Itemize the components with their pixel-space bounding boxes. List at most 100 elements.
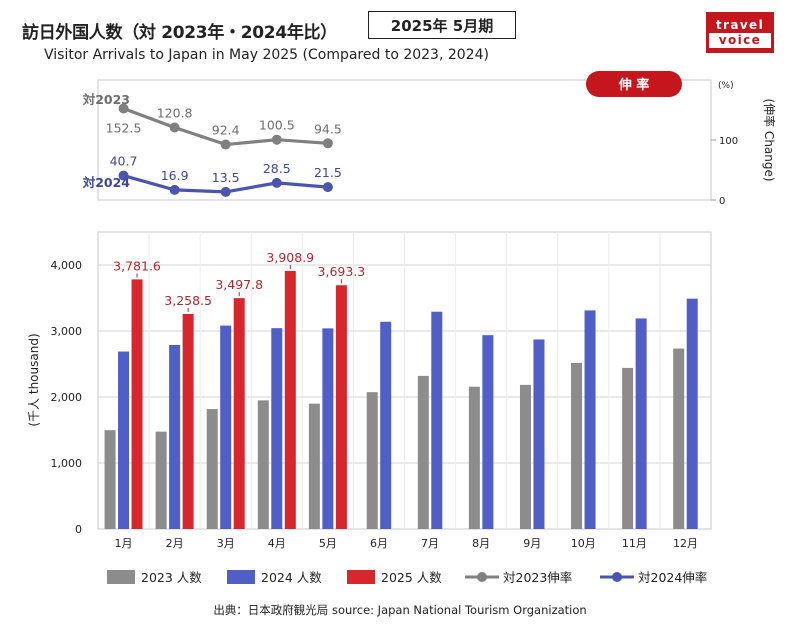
bar-y-tick-label: 1,000 [51, 457, 83, 470]
rate-data-label: 100.5 [259, 118, 295, 133]
rate-data-label: 16.9 [161, 168, 189, 183]
bar-2024 [533, 339, 545, 529]
bar-data-label: 3,908.9 [266, 250, 314, 265]
rate-data-label: 13.5 [212, 170, 240, 185]
rate-data-label: 94.5 [314, 121, 342, 136]
bar-2023 [622, 367, 634, 529]
bar-2023 [257, 400, 269, 529]
legend-marker [477, 572, 487, 582]
month-badge: 2025年 5月期 [368, 11, 516, 39]
rate-data-label: 40.7 [110, 154, 138, 169]
bar-2025 [335, 285, 347, 529]
page-subtitle: Visitor Arrivals to Japan in May 2025 (C… [44, 47, 489, 63]
bar-2025 [284, 271, 296, 529]
legend-swatch-2025 [347, 570, 375, 584]
bar-2023 [571, 362, 583, 529]
rate-point [118, 170, 129, 181]
rate-data-label: 120.8 [157, 106, 193, 121]
legend-label: 2025 人数 [381, 570, 442, 585]
bar-data-label: 3,781.6 [113, 258, 161, 273]
bar-x-tick-label: 6月 [370, 537, 388, 550]
bar-2024 [322, 328, 334, 529]
bar-x-tick-label: 11月 [622, 537, 647, 550]
legend-marker [612, 572, 622, 582]
rate-panel-frame [97, 79, 712, 201]
bar-x-tick-label: 4月 [268, 537, 286, 550]
rate-data-label: 92.4 [212, 123, 240, 138]
bar-x-tick-label: 5月 [319, 537, 337, 550]
bar-2025 [233, 298, 245, 529]
rate-point [271, 134, 282, 145]
bar-x-tick-label: 8月 [472, 537, 490, 550]
bar-2024 [686, 298, 698, 529]
legend-swatch-2023 [107, 570, 135, 584]
bar-2023 [673, 348, 685, 529]
bar-2024 [635, 318, 647, 529]
rate-point [271, 177, 282, 188]
bar-2023 [366, 392, 378, 529]
logo-line1: travel [715, 18, 765, 32]
bar-2023 [104, 430, 116, 529]
bar-data-label: 3,693.3 [318, 264, 366, 279]
bar-2024 [380, 321, 392, 529]
bar-2023 [206, 409, 218, 529]
bar-2024 [482, 335, 494, 529]
bar-2023 [468, 386, 480, 529]
rate-badge-bg [586, 71, 682, 97]
bar-x-tick-label: 2月 [166, 537, 184, 550]
bar-data-label: 3,258.5 [164, 293, 212, 308]
rate-point [322, 138, 333, 149]
rate-point [220, 186, 231, 197]
rate-tick-label: 100 [719, 136, 738, 147]
legend-label: 対2023伸率 [503, 570, 572, 585]
bar-x-tick-label: 9月 [523, 537, 541, 550]
rate-unit-label: (%) [718, 81, 734, 91]
bar-2023 [308, 403, 320, 529]
bar-2024 [431, 311, 443, 529]
legend-swatch-2024 [227, 570, 255, 584]
bar-axis-title: (千人 thousand) [27, 333, 41, 426]
bar-y-tick-label: 3,000 [51, 325, 83, 338]
bar-y-tick-label: 2,000 [51, 391, 83, 404]
rate-point [169, 184, 180, 195]
page-title: 訪日外国人数（対 2023年・2024年比） [22, 23, 337, 43]
rate-point [322, 182, 333, 193]
legend-label: 2023 人数 [141, 570, 202, 585]
bar-x-tick-label: 1月 [115, 537, 133, 550]
bar-2024 [584, 310, 596, 529]
rate-axis-title: (伸率 Change) [762, 98, 777, 181]
rate-data-label: 28.5 [263, 161, 291, 176]
rate-tick-label: 0 [719, 196, 725, 207]
rate-data-label: 21.5 [314, 165, 342, 180]
bar-x-tick-label: 3月 [217, 537, 235, 550]
bar-2024 [118, 351, 130, 529]
bar-2025 [131, 279, 143, 529]
bar-x-tick-label: 7月 [421, 537, 439, 550]
bar-2024 [220, 325, 232, 529]
rate-badge-label: 伸 率 [618, 77, 650, 93]
bar-2024 [271, 328, 283, 529]
rate-series-name: 対2023 [82, 92, 130, 107]
bar-y-tick-label: 0 [75, 523, 82, 536]
rate-point [169, 122, 180, 133]
bar-y-tick-label: 4,000 [51, 259, 83, 272]
bar-2023 [155, 431, 167, 529]
logo-line2: voice [709, 33, 771, 48]
rate-point [220, 139, 231, 150]
travel-voice-logo: travel voice [706, 12, 774, 53]
bar-2023 [519, 384, 531, 529]
bar-2023 [417, 375, 429, 529]
legend-label: 対2024伸率 [638, 570, 707, 585]
bar-2024 [169, 344, 181, 529]
bar-x-tick-label: 12月 [673, 537, 698, 550]
rate-series-name: 対2024 [82, 175, 131, 190]
bar-data-label: 3,497.8 [215, 277, 263, 292]
legend-label: 2024 人数 [261, 570, 322, 585]
rate-data-label: 152.5 [106, 121, 142, 136]
rate-point [118, 103, 129, 114]
bar-x-tick-label: 10月 [571, 537, 596, 550]
bar-2025 [182, 313, 194, 529]
source-note: 出典：日本政府観光局 source: Japan National Touris… [213, 603, 587, 617]
